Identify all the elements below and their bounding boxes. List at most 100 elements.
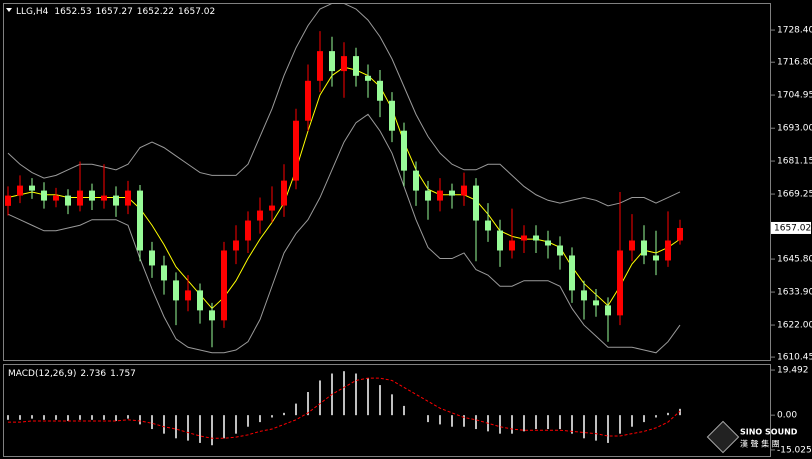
y-tick-label: 0.00: [777, 411, 797, 421]
candle-body: [365, 75, 371, 81]
macd-bar: [31, 415, 33, 419]
menu-arrow: [6, 8, 12, 12]
signal-readout: 1.757: [110, 369, 136, 379]
y-tick-label: 1681.15: [777, 157, 812, 167]
macd-bar: [307, 392, 309, 416]
chart-header: LLG,H4 1652.53 1657.27 1652.22 1657.02: [16, 7, 215, 17]
macd-bar: [211, 415, 213, 446]
logo-chinese: 漢 聲 集 團: [740, 439, 780, 449]
macd-bar: [499, 415, 501, 434]
ohlc-low: 1652.22: [137, 7, 174, 17]
macd-bar: [391, 394, 393, 416]
macd-bar: [631, 415, 633, 427]
y-tick-label: 1728.40: [777, 26, 812, 36]
candle-body: [221, 250, 227, 321]
macd-bar: [115, 415, 117, 421]
logo-name: SINO SOUND: [740, 428, 798, 437]
last-price-box: [771, 221, 811, 234]
y-tick-label: -15.025: [777, 445, 812, 455]
macd-bar: [475, 415, 477, 430]
candle-body: [101, 195, 107, 201]
candle-body: [413, 170, 419, 191]
macd-bar: [127, 415, 129, 419]
candle-body: [17, 185, 23, 196]
candle-body: [353, 56, 359, 76]
macd-bar: [235, 415, 237, 434]
candle-body: [629, 240, 635, 251]
candle-body: [473, 185, 479, 221]
macd-bar: [79, 415, 81, 420]
macd-bar: [667, 412, 669, 416]
macd-bar: [163, 415, 165, 434]
macd-bar: [271, 415, 273, 418]
candle-body: [641, 240, 647, 256]
macd-bar: [535, 415, 537, 430]
macd-bar: [103, 415, 105, 420]
candle-body: [233, 240, 239, 251]
macd-bar: [247, 415, 249, 427]
macd-bar: [403, 405, 405, 416]
candle-body: [245, 220, 251, 241]
macd-bar: [679, 408, 681, 416]
macd-bar: [199, 415, 201, 443]
candle-body: [497, 230, 503, 251]
macd-bar: [547, 415, 549, 430]
last-price-label: 1657.02: [774, 223, 811, 233]
candle-body: [41, 190, 47, 201]
macd-bar: [91, 415, 93, 420]
candle-body: [293, 120, 299, 181]
candle-body: [209, 310, 215, 321]
candle-body: [665, 240, 671, 261]
macd-bar: [571, 415, 573, 434]
candle-body: [269, 205, 275, 211]
macd-bar: [607, 415, 609, 443]
candle-body: [677, 227, 683, 241]
candle-body: [317, 51, 323, 81]
logo: SINO SOUND 漢 聲 集 團: [706, 420, 798, 454]
macd-bar: [67, 415, 69, 421]
candle-body: [197, 290, 203, 311]
candle-body: [305, 80, 311, 121]
main-panel: [3, 3, 771, 361]
candle-body: [581, 290, 587, 301]
macd-bar: [151, 415, 153, 430]
indicator-line: [7, 113, 681, 354]
macd-bar: [463, 415, 465, 427]
macd-readout: 2.736: [80, 369, 106, 379]
candle-body: [653, 255, 659, 261]
y-tick-label: 1645.80: [777, 255, 812, 265]
candle-body: [329, 51, 335, 72]
candle-body: [449, 190, 455, 196]
macd-bar: [355, 373, 357, 416]
y-tick-label: 1716.80: [777, 58, 812, 68]
indicator-line: [7, 2, 681, 207]
candle-body: [461, 185, 467, 196]
macd-bar: [367, 378, 369, 416]
macd-bar: [283, 412, 285, 416]
macd-bar: [559, 415, 561, 430]
candle-body: [545, 240, 551, 246]
macd-bar: [583, 415, 585, 439]
macd-bar: [139, 415, 141, 425]
macd-header: MACD(12,26,9) 2.736 1.757: [8, 369, 136, 379]
macd-bar: [427, 415, 429, 423]
y-tick-label: 1610.45: [777, 353, 812, 363]
macd-bar: [223, 415, 225, 439]
symbol: LLG,H4: [16, 7, 49, 17]
macd-bar: [511, 415, 513, 434]
candle-body: [437, 190, 443, 201]
candle-body: [113, 195, 119, 206]
ohlc-open: 1652.53: [54, 7, 91, 17]
y-tick-label: 1704.95: [777, 91, 812, 101]
ohlc-high: 1657.27: [96, 7, 133, 17]
macd-panel: [3, 364, 771, 457]
candle-body: [65, 195, 71, 206]
candle-body: [389, 100, 395, 131]
candle-body: [485, 220, 491, 231]
signal-line: [8, 377, 681, 439]
candle-body: [161, 265, 167, 281]
macd-bar: [439, 415, 441, 425]
candle-body: [125, 190, 131, 206]
